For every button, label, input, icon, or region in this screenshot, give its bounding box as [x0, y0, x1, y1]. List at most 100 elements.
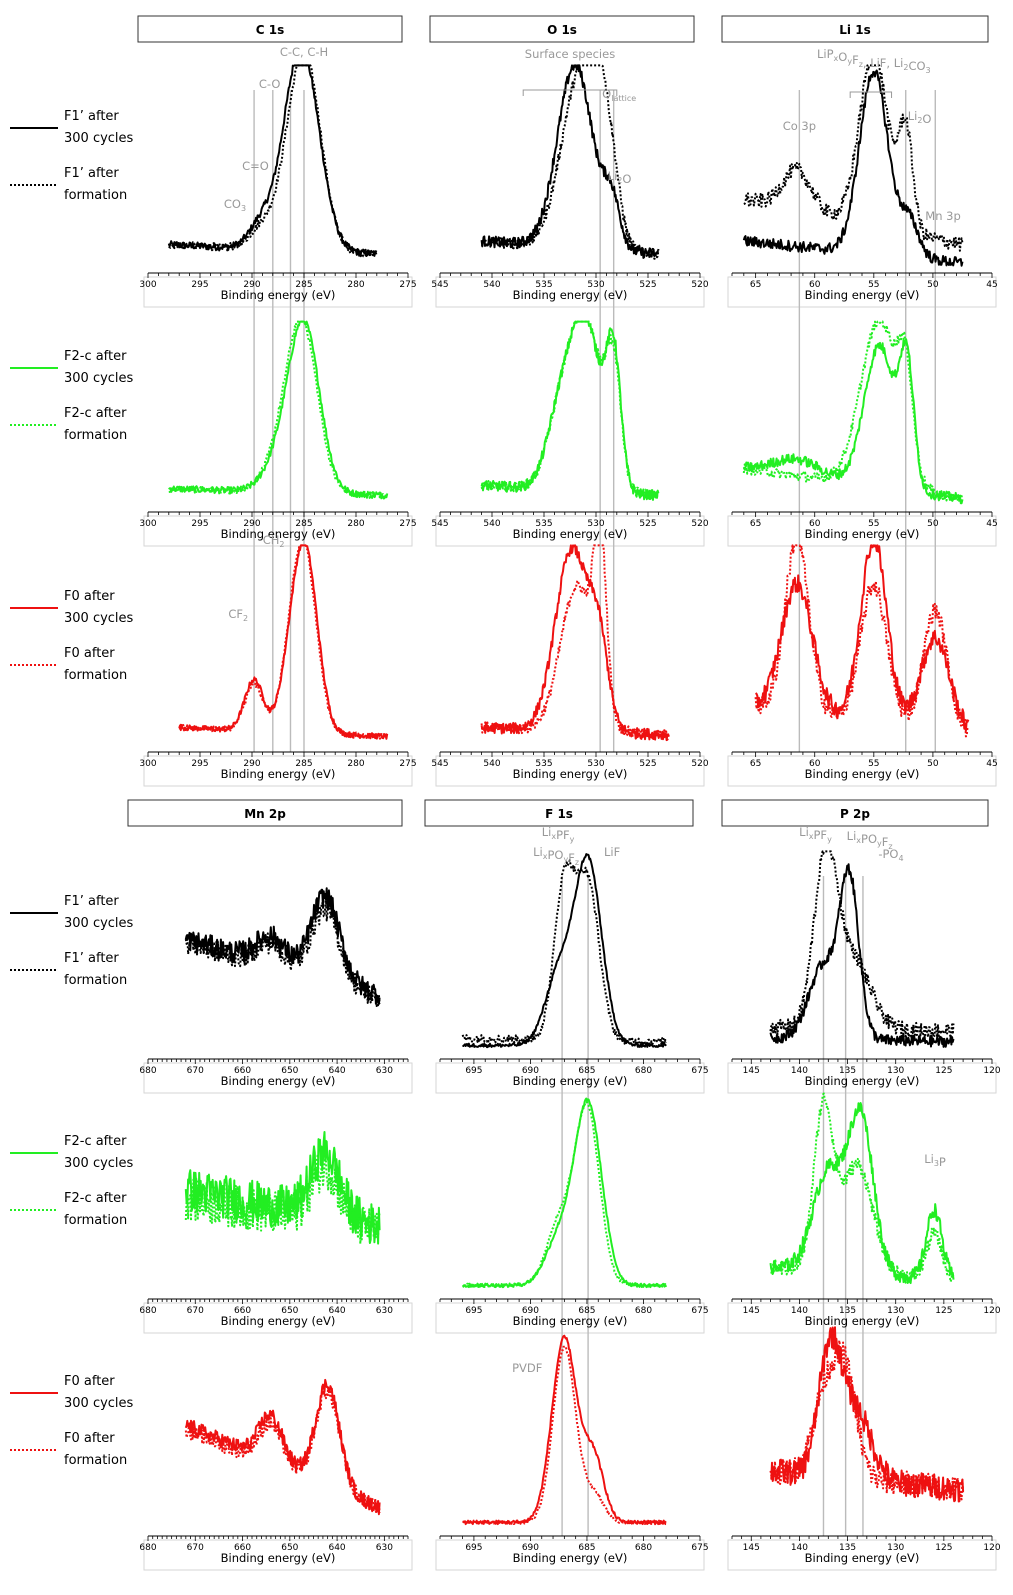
tick-label: 120: [983, 1066, 1000, 1076]
annotation-pvdf: PVDF: [512, 1361, 542, 1375]
li-1s-bracket: [849, 91, 893, 98]
x-axis-label: Binding energy (eV): [513, 1314, 628, 1328]
series-f2-c-after-300-cycles: [184, 1131, 381, 1245]
tick-label: 295: [191, 280, 208, 290]
x-axis-label: Binding energy (eV): [513, 1551, 628, 1565]
annotation-lipo: LixPOyFz: [847, 829, 893, 851]
tick-label: 300: [139, 519, 156, 529]
x-axis-label: Binding energy (eV): [513, 288, 628, 302]
tick-label: 675: [691, 1543, 708, 1553]
tick-label: 540: [483, 519, 500, 529]
tick-label: 120: [983, 1543, 1000, 1553]
tick-label: 55: [868, 280, 879, 290]
tick-label: 45: [986, 759, 997, 769]
tick-label: 690: [522, 1543, 539, 1553]
tick-label: 540: [483, 759, 500, 769]
legend-label: F0 after: [64, 1431, 115, 1446]
tick-label: 680: [139, 1543, 156, 1553]
axis-frame: [143, 755, 413, 787]
annotation-cf: CF2: [228, 607, 248, 623]
tick-label: 545: [431, 759, 448, 769]
legend-label: 300 cycles: [64, 916, 134, 931]
series-f2-c-after-300-cycles: [480, 320, 660, 501]
tick-label: 285: [295, 280, 312, 290]
series-f2-c-after-300-cycles: [769, 1102, 955, 1285]
tick-label: 50: [927, 519, 939, 529]
tick-label: 640: [328, 1306, 345, 1316]
annotation-surface-species: Surface species: [525, 47, 615, 61]
tick-label: 630: [376, 1543, 393, 1553]
tick-label: 295: [191, 759, 208, 769]
series-f2-c-after-formation: [770, 1092, 955, 1284]
series-f2-c-after-formation: [184, 1149, 381, 1245]
annotation-ch: CH2: [263, 533, 285, 549]
legend-label: F0 after: [64, 589, 115, 604]
tick-label: 545: [431, 280, 448, 290]
tick-label: 675: [691, 1306, 708, 1316]
tick-label: 290: [243, 280, 260, 290]
series-f1-after-formation: [168, 64, 378, 258]
column-title-f-1s: F 1s: [545, 807, 573, 821]
title-box-f-1s: [424, 799, 694, 827]
series-f0-after-300-cycles: [184, 1378, 381, 1516]
series-f1-after-formation: [184, 897, 381, 1007]
x-axis-label: Binding energy (eV): [221, 1314, 336, 1328]
annotation-lif: LiF: [604, 845, 620, 859]
axis-frame: [727, 515, 997, 547]
x-axis-label: Binding energy (eV): [221, 1074, 336, 1088]
annotation-co-3p: Co 3p: [783, 119, 816, 133]
tick-label: 680: [139, 1306, 156, 1316]
axis-frame: [143, 1062, 413, 1094]
axis-frame: [727, 1539, 997, 1571]
tick-label: 275: [399, 519, 416, 529]
tick-label: 530: [587, 759, 604, 769]
series-f1-after-formation: [461, 859, 668, 1046]
x-axis-label: Binding energy (eV): [805, 1551, 920, 1565]
annotation-lipo: LiPxOyFz, LiF, Li2CO3: [817, 47, 931, 75]
tick-label: 660: [234, 1066, 251, 1076]
series-f0-after-formation: [184, 1386, 381, 1513]
tick-label: 290: [243, 519, 260, 529]
tick-label: 50: [927, 759, 939, 769]
tick-label: 525: [639, 280, 656, 290]
column-title-c-1s: C 1s: [256, 23, 284, 37]
tick-label: 145: [743, 1306, 760, 1316]
tick-label: 520: [691, 759, 708, 769]
series-f2-c-after-formation: [742, 320, 964, 503]
series-f1-after-formation: [743, 64, 964, 252]
tick-label: 670: [187, 1066, 204, 1076]
legend-label: F2-c after: [64, 406, 127, 421]
tick-label: 530: [587, 280, 604, 290]
tick-label: 290: [243, 759, 260, 769]
tick-label: 65: [750, 759, 761, 769]
title-box-c-1s: [137, 15, 403, 43]
tick-label: 685: [578, 1306, 595, 1316]
tick-label: 680: [635, 1543, 652, 1553]
legend-block: F2-c after 300 cycles F2-c after formation: [10, 1134, 134, 1228]
tick-label: 660: [234, 1543, 251, 1553]
series-f1-after-300-cycles: [480, 64, 660, 259]
tick-label: 650: [281, 1306, 298, 1316]
tick-label: 65: [750, 519, 761, 529]
tick-label: 120: [983, 1306, 1000, 1316]
series-f1-after-300-cycles: [742, 69, 964, 267]
legend-label: 300 cycles: [64, 371, 134, 386]
legend-label: F0 after: [64, 646, 115, 661]
series-f0-after-formation: [462, 1345, 667, 1526]
x-axis-label: Binding energy (eV): [221, 1551, 336, 1565]
legend-label: F0 after: [64, 1374, 115, 1389]
legend-block: F1’ after 300 cycles F1’ after formation: [10, 109, 134, 203]
tick-label: 630: [376, 1066, 393, 1076]
tick-label: 60: [809, 280, 821, 290]
legend-block: F1’ after 300 cycles F1’ after formation: [10, 894, 134, 988]
tick-label: 300: [139, 280, 156, 290]
x-axis-label: Binding energy (eV): [513, 1074, 628, 1088]
legend-label: F1’ after: [64, 166, 119, 181]
series-f2-c-after-300-cycles: [461, 1097, 667, 1289]
tick-label: 530: [587, 519, 604, 529]
tick-label: 275: [399, 280, 416, 290]
annotation-lio: Li2O: [608, 169, 632, 186]
series-f2-c-after-300-cycles: [742, 337, 964, 505]
tick-label: 295: [191, 519, 208, 529]
tick-label: 300: [139, 759, 156, 769]
